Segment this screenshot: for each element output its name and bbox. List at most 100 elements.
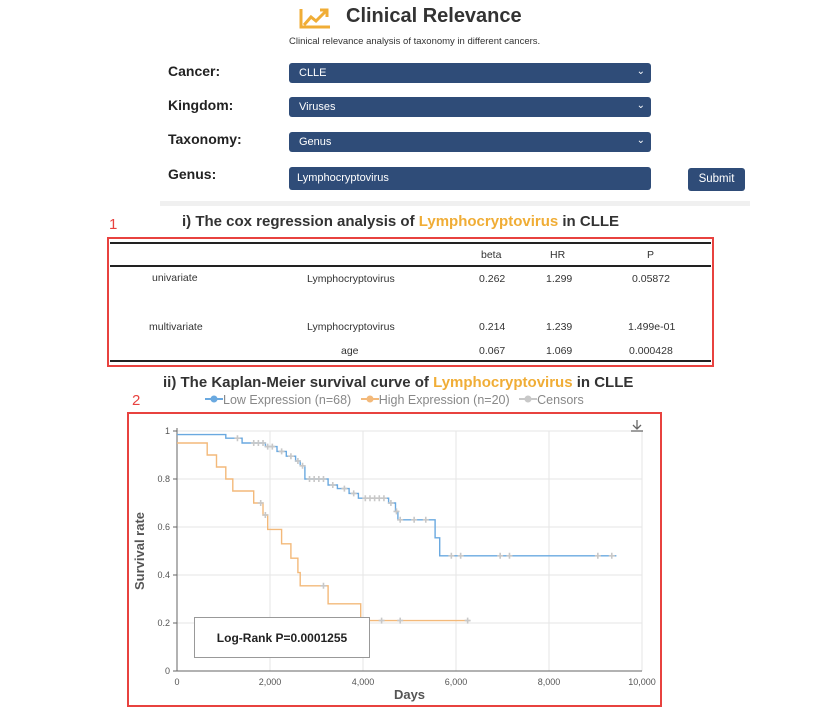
x-tick-label: 10,000 (628, 677, 656, 687)
censor-mark (411, 516, 418, 523)
trend-chart-icon (299, 8, 330, 29)
censor-mark (397, 516, 404, 523)
x-tick-label: 0 (174, 677, 179, 687)
annotation-marker-2: 2 (132, 392, 141, 409)
cell-variable: Lymphocryptovirus (307, 321, 395, 333)
cell-variable: age (341, 345, 359, 357)
x-tick-label: 8,000 (538, 677, 561, 687)
y-tick-label: 0 (165, 666, 170, 676)
cell-variable: Lymphocryptovirus (307, 273, 395, 285)
cell-hr: 1.069 (546, 345, 573, 357)
censor-mark (269, 443, 276, 450)
kingdom-select[interactable]: Viruses ⌄ (289, 97, 651, 117)
col-header-hr: HR (550, 249, 566, 261)
section-divider (160, 201, 750, 206)
survival-line-high (177, 442, 470, 622)
download-icon[interactable] (629, 418, 645, 434)
cell-beta: 0.214 (479, 321, 506, 333)
taxonomy-label: Taxonomy: (168, 131, 242, 147)
censor-mark (393, 508, 400, 515)
km-title-taxon: Lymphocryptovirus (433, 374, 573, 391)
censor-mark (380, 495, 387, 502)
taxonomy-select[interactable]: Genus ⌄ (289, 132, 651, 152)
cell-p: 0.05872 (632, 273, 670, 285)
table-top-rule (110, 242, 711, 244)
chevron-down-icon: ⌄ (636, 135, 645, 146)
censor-mark (320, 582, 327, 589)
cancer-select-value: CLLE (299, 67, 327, 79)
censor-mark (457, 552, 464, 559)
censor-mark (320, 476, 327, 482)
y-tick-label: 0.4 (157, 570, 170, 580)
legend-label-high: High Expression (n=20) (378, 393, 510, 407)
censor-mark (278, 448, 285, 455)
censor-mark (329, 482, 336, 488)
cell-beta: 0.262 (479, 273, 506, 285)
km-chart-highlight (127, 412, 662, 707)
survival-line-low (177, 433, 617, 557)
x-axis-label: Days (394, 687, 425, 702)
cell-model: univariate (152, 272, 198, 284)
censor-mark (497, 552, 504, 559)
logrank-box: Log-Rank P=0.0001255 (194, 617, 370, 658)
cell-hr: 1.299 (546, 273, 573, 285)
legend-item-censors[interactable]: Censors (519, 393, 584, 407)
legend-swatch-high (360, 395, 379, 403)
km-title-suffix: in CLLE (572, 374, 634, 391)
col-header-p: P (647, 249, 655, 261)
chevron-down-icon: ⌄ (636, 100, 645, 111)
km-section-title: ii) The Kaplan-Meier survival curve of L… (163, 374, 633, 391)
cox-table-highlight (107, 237, 714, 367)
table-bottom-rule (110, 360, 711, 362)
censor-mark (257, 500, 264, 506)
censor-mark (262, 512, 269, 518)
y-tick-label: 1 (165, 426, 170, 436)
col-header-beta: beta (481, 249, 502, 261)
chevron-down-icon: ⌄ (636, 66, 645, 77)
cox-section-title: i) The cox regression analysis of Lympho… (182, 213, 619, 230)
censor-mark (608, 552, 615, 559)
censor-mark (464, 617, 471, 624)
censor-mark (506, 552, 513, 559)
y-tick-label: 0.8 (157, 474, 170, 484)
kingdom-select-value: Viruses (299, 101, 336, 113)
censor-mark (378, 617, 385, 624)
cox-title-suffix: in CLLE (558, 213, 620, 230)
censor-mark (341, 485, 348, 492)
censor-mark (234, 435, 241, 442)
cancer-select[interactable]: CLLE ⌄ (289, 63, 651, 83)
x-tick-label: 6,000 (445, 677, 468, 687)
legend-item-high[interactable]: High Expression (n=20) (360, 393, 510, 407)
cell-hr: 1.239 (546, 321, 573, 333)
page-subtitle: Clinical relevance analysis of taxonomy … (289, 36, 541, 47)
cox-title-prefix: i) The cox regression analysis of (182, 213, 419, 230)
annotation-marker-1: 1 (109, 216, 118, 233)
censor-mark (594, 552, 601, 559)
censor-mark (350, 490, 357, 497)
x-tick-label: 4,000 (352, 677, 375, 687)
x-tick-label: 2,000 (259, 677, 282, 687)
legend-item-low[interactable]: Low Expression (n=68) (205, 393, 351, 407)
y-tick-label: 0.2 (157, 618, 170, 628)
legend-swatch-low (205, 395, 223, 403)
censor-mark (260, 440, 267, 446)
legend-label-low: Low Expression (n=68) (223, 393, 352, 407)
submit-button[interactable]: Submit (688, 168, 745, 191)
y-axis-label: Survival rate (132, 512, 147, 590)
cell-p: 0.000428 (629, 345, 673, 357)
taxonomy-select-value: Genus (299, 136, 332, 148)
censor-mark (294, 458, 301, 464)
censor-mark (448, 552, 455, 559)
genus-label: Genus: (168, 166, 217, 182)
kingdom-label: Kingdom: (168, 97, 234, 113)
genus-input[interactable]: Lymphocryptovirus (289, 167, 651, 190)
cancer-label: Cancer: (168, 63, 221, 79)
censor-mark (287, 453, 294, 460)
cell-model: multivariate (149, 321, 203, 333)
legend-swatch-censors (519, 395, 538, 403)
censor-mark (299, 462, 306, 469)
legend-label-censors: Censors (537, 393, 584, 407)
cell-beta: 0.067 (479, 345, 506, 357)
table-header-rule (110, 265, 711, 267)
